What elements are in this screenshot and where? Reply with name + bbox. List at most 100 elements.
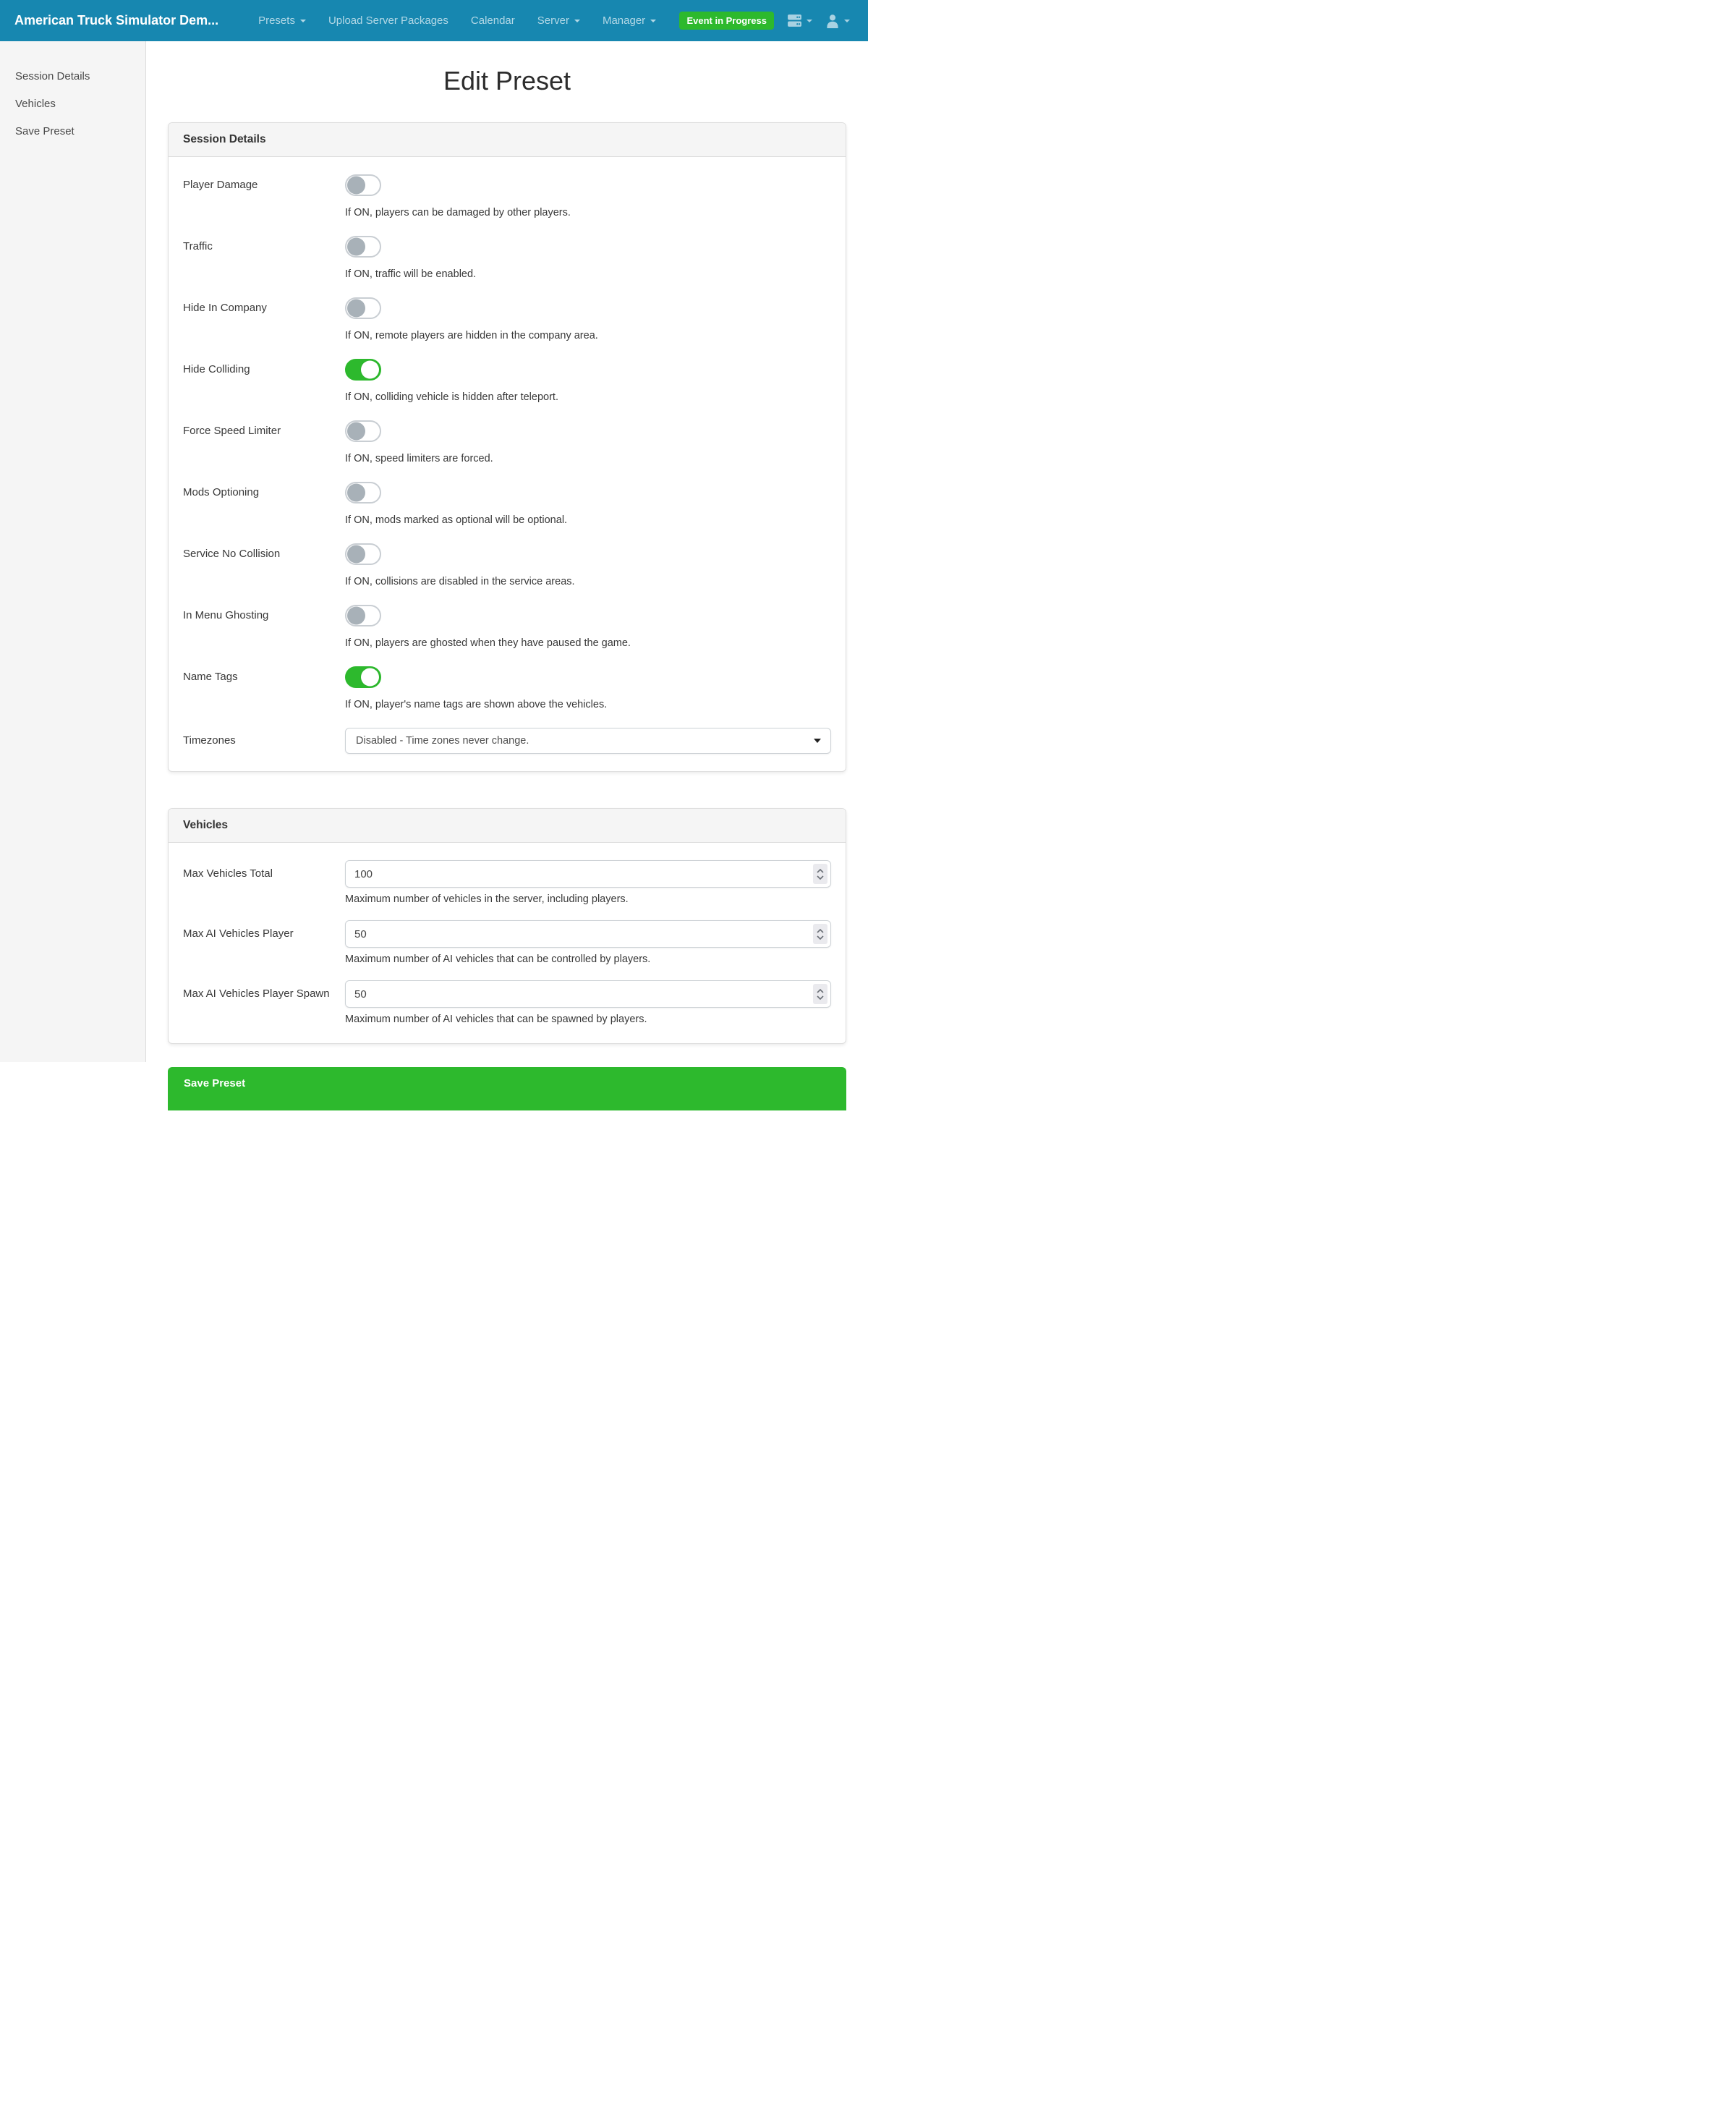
- toggle-knob: [347, 176, 365, 195]
- app-title[interactable]: American Truck Simulator Dem...: [14, 13, 219, 27]
- setting-row-in-menu-ghosting: In Menu Ghosting If ON, players are ghos…: [183, 605, 831, 650]
- setting-help: If ON, speed limiters are forced.: [345, 453, 493, 464]
- toggle-player-damage[interactable]: [345, 174, 381, 196]
- toggle-knob: [361, 360, 379, 379]
- account-dropdown[interactable]: [825, 13, 850, 29]
- setting-help: If ON, traffic will be enabled.: [345, 268, 477, 280]
- field-help: Maximum number of AI vehicles that can b…: [345, 953, 651, 965]
- save-preset-button[interactable]: Save Preset: [168, 1067, 846, 1110]
- toggle-knob: [361, 668, 379, 687]
- toggle-knob: [347, 606, 365, 625]
- max-vehicles-total-input[interactable]: [345, 860, 831, 888]
- number-spinner[interactable]: [813, 984, 827, 1004]
- setting-label: Hide In Company: [183, 302, 267, 314]
- user-icon: [825, 13, 840, 29]
- toggle-knob: [347, 483, 365, 502]
- setting-label: Player Damage: [183, 179, 258, 191]
- field-label: Max AI Vehicles Player Spawn: [183, 987, 330, 1000]
- setting-row-force-speed-limiter: Force Speed Limiter If ON, speed limiter…: [183, 420, 831, 465]
- setting-help: If ON, players are ghosted when they hav…: [345, 637, 631, 649]
- event-status-badge: Event in Progress: [679, 12, 774, 30]
- timezones-select-value: Disabled - Time zones never change.: [356, 735, 529, 747]
- sidebar: Session Details Vehicles Save Preset: [0, 41, 146, 1062]
- setting-help: If ON, colliding vehicle is hidden after…: [345, 391, 558, 403]
- max-ai-vehicles-player-input[interactable]: [345, 920, 831, 948]
- navbar-right: Event in Progress: [679, 12, 850, 30]
- setting-help: If ON, remote players are hidden in the …: [345, 330, 598, 341]
- servers-dropdown[interactable]: [787, 13, 812, 28]
- sidebar-item-session-details[interactable]: Session Details: [15, 70, 90, 82]
- setting-row-name-tags: Name Tags If ON, player's name tags are …: [183, 666, 831, 711]
- chevron-down-icon: [817, 935, 824, 940]
- toggle-hide-colliding[interactable]: [345, 359, 381, 381]
- setting-help: If ON, players can be damaged by other p…: [345, 207, 571, 218]
- setting-label: Name Tags: [183, 671, 238, 683]
- setting-label: Mods Optioning: [183, 486, 260, 498]
- toggle-hide-in-company[interactable]: [345, 297, 381, 319]
- setting-row-hide-in-company: Hide In Company If ON, remote players ar…: [183, 297, 831, 342]
- toggle-knob: [347, 422, 365, 441]
- top-navbar: American Truck Simulator Dem... Presets …: [0, 0, 868, 41]
- max-ai-vehicles-player-spawn-input[interactable]: [345, 980, 831, 1008]
- vehicles-panel: Vehicles Max Vehicles Total Maximum numb…: [168, 808, 846, 1044]
- sidebar-item-save-preset[interactable]: Save Preset: [15, 125, 75, 137]
- chevron-up-icon: [817, 988, 824, 993]
- vehicles-panel-title: Vehicles: [169, 809, 846, 843]
- field-label: Max AI Vehicles Player: [183, 927, 294, 940]
- setting-help: If ON, mods marked as optional will be o…: [345, 514, 568, 526]
- toggle-mods-optioning[interactable]: [345, 482, 381, 504]
- caret-down-icon: [807, 19, 812, 22]
- setting-label: Force Speed Limiter: [183, 425, 281, 437]
- setting-label: Traffic: [183, 240, 213, 252]
- setting-label: In Menu Ghosting: [183, 609, 269, 621]
- nav-item-manager[interactable]: Manager: [603, 14, 657, 27]
- toggle-traffic[interactable]: [345, 236, 381, 258]
- caret-down-icon: [299, 19, 306, 22]
- session-details-panel: Session Details Player Damage If ON, pla…: [168, 122, 846, 772]
- chevron-up-icon: [817, 868, 824, 873]
- nav-item-calendar[interactable]: Calendar: [470, 14, 515, 27]
- field-label: Max Vehicles Total: [183, 867, 273, 880]
- setting-row-hide-colliding: Hide Colliding If ON, colliding vehicle …: [183, 359, 831, 404]
- sidebar-item-vehicles[interactable]: Vehicles: [15, 98, 56, 110]
- number-spinner[interactable]: [813, 864, 827, 884]
- setting-label: Timezones: [183, 734, 236, 747]
- chevron-down-icon: [817, 995, 824, 1000]
- setting-row-timezones: Timezones Disabled - Time zones never ch…: [183, 728, 831, 754]
- toggle-knob: [347, 545, 365, 564]
- nav-item-presets[interactable]: Presets: [258, 14, 306, 27]
- toggle-knob: [347, 299, 365, 318]
- server-stack-icon: [787, 13, 802, 28]
- timezones-select[interactable]: Disabled - Time zones never change.: [345, 728, 831, 754]
- caret-down-icon: [650, 19, 657, 22]
- nav-item-upload-server-packages[interactable]: Upload Server Packages: [328, 14, 448, 27]
- caret-down-icon: [844, 19, 850, 22]
- setting-row-traffic: Traffic If ON, traffic will be enabled.: [183, 236, 831, 281]
- setting-row-service-no-collision: Service No Collision If ON, collisions a…: [183, 543, 831, 588]
- setting-row-mods-optioning: Mods Optioning If ON, mods marked as opt…: [183, 482, 831, 527]
- page-title: Edit Preset: [443, 66, 571, 95]
- toggle-force-speed-limiter[interactable]: [345, 420, 381, 442]
- nav-menu: Presets Upload Server Packages Calendar …: [258, 14, 657, 27]
- setting-row-player-damage: Player Damage If ON, players can be dama…: [183, 174, 831, 219]
- field-help: Maximum number of vehicles in the server…: [345, 893, 629, 905]
- caret-down-icon: [814, 739, 821, 743]
- setting-label: Hide Colliding: [183, 363, 250, 375]
- setting-help: If ON, player's name tags are shown abov…: [345, 699, 608, 710]
- chevron-down-icon: [817, 875, 824, 880]
- caret-down-icon: [574, 19, 580, 22]
- toggle-service-no-collision[interactable]: [345, 543, 381, 565]
- field-row-max-ai-vehicles-player: Max AI Vehicles Player Maximum number of…: [183, 920, 831, 966]
- toggle-name-tags[interactable]: [345, 666, 381, 688]
- number-spinner[interactable]: [813, 924, 827, 944]
- field-row-max-ai-vehicles-player-spawn: Max AI Vehicles Player Spawn Maximum num…: [183, 980, 831, 1026]
- nav-item-server[interactable]: Server: [537, 14, 580, 27]
- setting-label: Service No Collision: [183, 548, 281, 560]
- session-details-panel-title: Session Details: [169, 123, 846, 157]
- main-content: Edit Preset Session Details Player Damag…: [146, 41, 868, 1110]
- toggle-knob: [347, 237, 365, 256]
- field-help: Maximum number of AI vehicles that can b…: [345, 1014, 647, 1025]
- toggle-in-menu-ghosting[interactable]: [345, 605, 381, 626]
- chevron-up-icon: [817, 928, 824, 933]
- setting-help: If ON, collisions are disabled in the se…: [345, 576, 575, 587]
